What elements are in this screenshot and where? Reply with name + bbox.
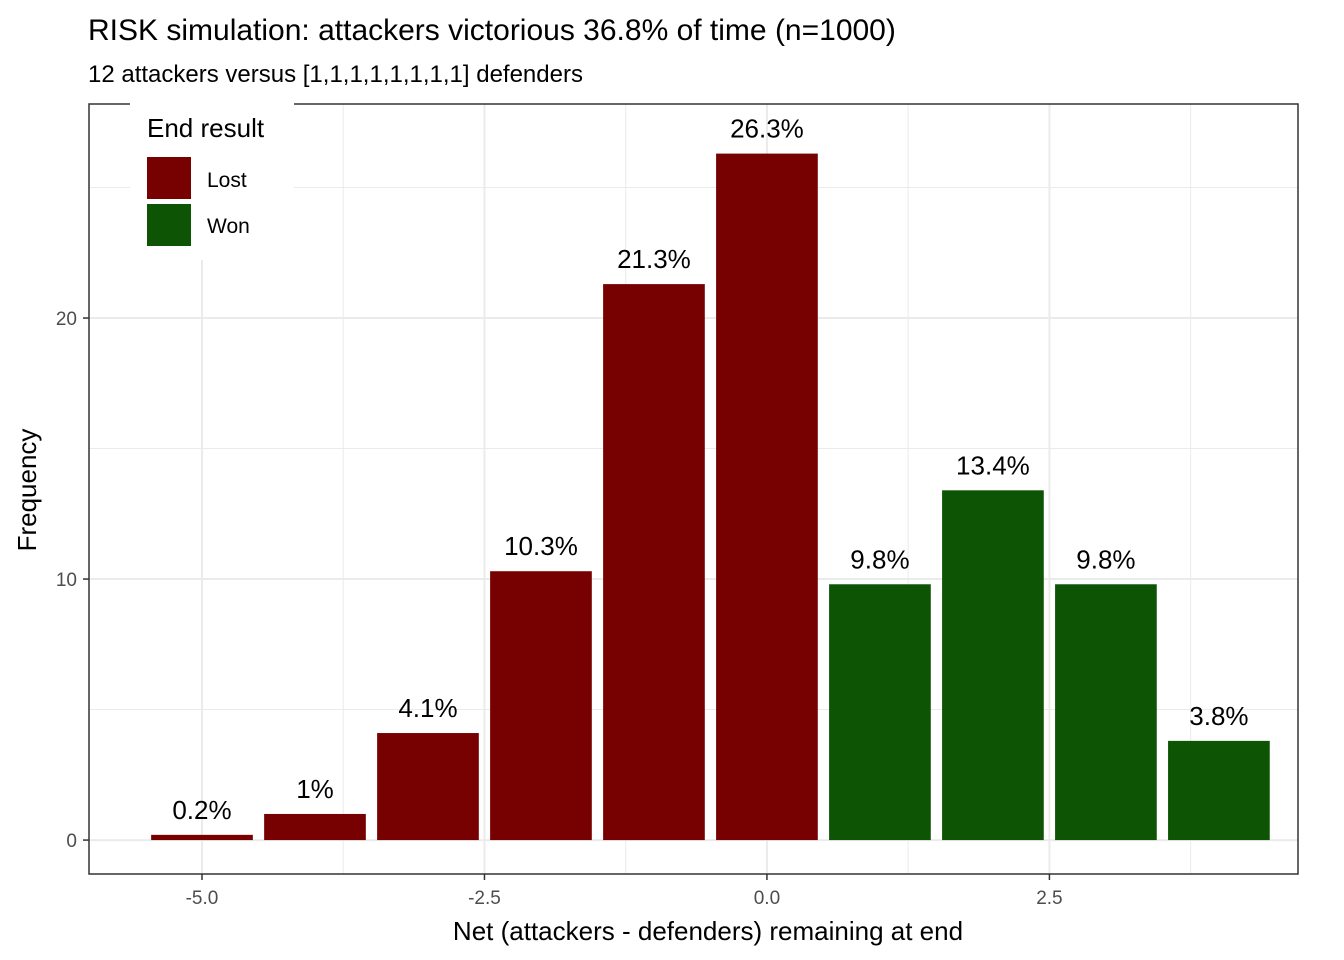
bar-won xyxy=(1168,740,1270,841)
y-axis-title: Frequency xyxy=(12,429,42,552)
bars xyxy=(151,153,1270,841)
chart-title: RISK simulation: attackers victorious 36… xyxy=(88,14,896,47)
legend-label-lost: Lost xyxy=(207,169,247,192)
data-label: 0.2% xyxy=(172,795,231,825)
data-label: 1% xyxy=(296,774,334,804)
data-label: 3.8% xyxy=(1189,701,1248,731)
bar-lost xyxy=(264,813,366,841)
legend-title: End result xyxy=(147,113,265,143)
legend-key-won xyxy=(147,204,191,246)
y-tick-label: 20 xyxy=(56,309,77,330)
chart-subtitle: 12 attackers versus [1,1,1,1,1,1,1,1] de… xyxy=(88,61,583,88)
data-label: 9.8% xyxy=(850,544,909,574)
legend-label-won: Won xyxy=(207,215,250,238)
x-tick-label: 0.0 xyxy=(754,888,780,909)
bar-won xyxy=(1055,584,1157,841)
data-label: 10.3% xyxy=(504,531,578,561)
axes: -5.0 -2.5 0.0 2.5 0 10 20 xyxy=(56,309,1063,909)
x-tick-label: -2.5 xyxy=(468,888,501,909)
data-label: 26.3% xyxy=(730,114,804,144)
data-label: 9.8% xyxy=(1076,544,1135,574)
y-tick-label: 0 xyxy=(66,831,77,852)
bar-won xyxy=(942,490,1044,841)
panel-border xyxy=(88,103,1299,875)
x-tick-label: 2.5 xyxy=(1036,888,1062,909)
bar-lost xyxy=(716,153,818,841)
data-label: 13.4% xyxy=(956,450,1030,480)
legend-key-lost xyxy=(147,157,191,199)
y-tick-label: 10 xyxy=(56,570,77,591)
x-tick-label: -5.0 xyxy=(186,888,219,909)
bar-lost xyxy=(151,834,253,841)
data-label: 21.3% xyxy=(617,244,691,274)
legend: End result Lost Won xyxy=(130,100,294,260)
x-axis-title: Net (attackers - defenders) remaining at… xyxy=(453,916,963,946)
bar-lost xyxy=(377,733,479,841)
bar-won xyxy=(829,584,931,841)
bar-lost xyxy=(603,284,705,841)
data-labels: 0.2% 1% 4.1% 10.3% 21.3% 26.3% 9.8% 13.4% 9.8% 3.… xyxy=(172,114,1248,825)
bar-lost xyxy=(490,571,592,841)
data-label: 4.1% xyxy=(398,693,457,723)
